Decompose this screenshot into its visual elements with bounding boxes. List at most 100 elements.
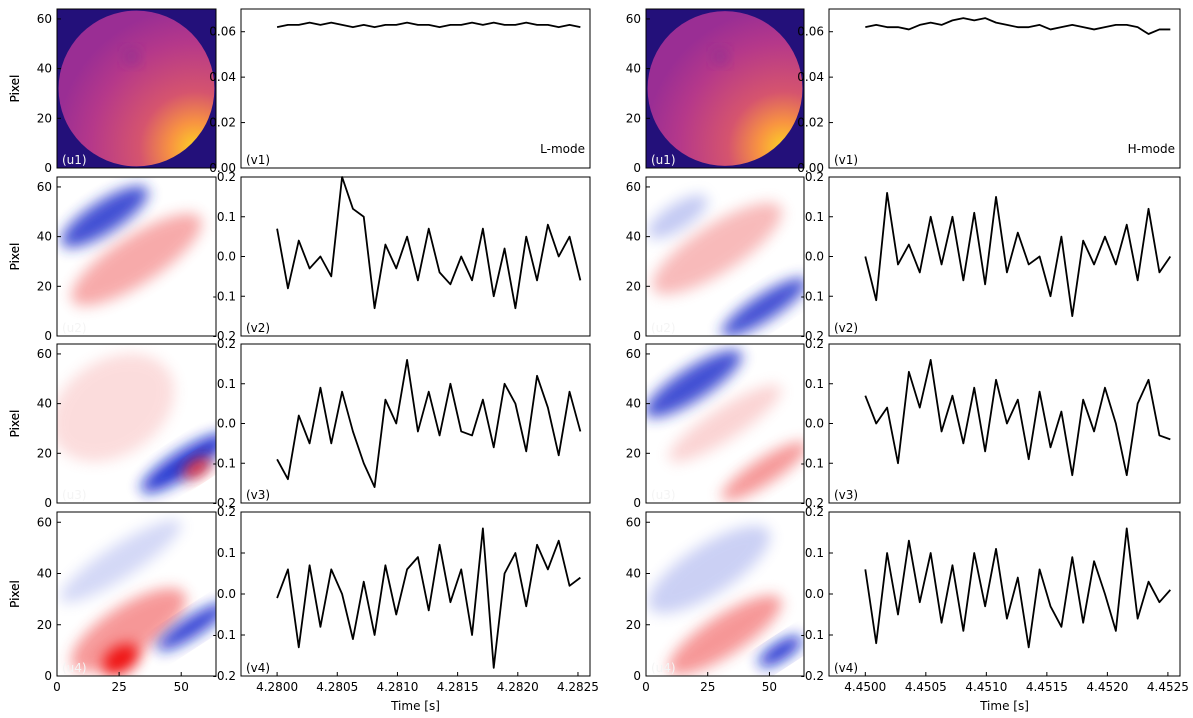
heatmap-blob <box>182 457 211 479</box>
panel: -0.2 -0.1 0.0 0.1 0.2 4.4500 4.4505 4.4510 4.451… <box>801 505 1189 713</box>
heatmap-blob <box>647 195 708 239</box>
y-tick-label: 0.0 <box>805 417 824 431</box>
y-tick-label: 0 <box>44 161 52 175</box>
y-tick-label: -0.1 <box>213 456 236 470</box>
heatmap-image <box>646 9 804 168</box>
axes-frame <box>56 176 217 337</box>
y-axis-label: Pixel <box>8 410 22 438</box>
heatmap-spot <box>124 49 139 64</box>
y-tick-label: 40 <box>37 230 52 244</box>
heatmap-image <box>646 177 804 336</box>
y-tick-label: 40 <box>626 397 641 411</box>
y-tick-label: 0 <box>44 496 52 510</box>
heatmap-blob <box>157 602 216 651</box>
y-axis-label: Pixel <box>8 580 22 608</box>
heatmap-image <box>57 9 216 168</box>
y-tick-label: 0.0 <box>217 250 236 264</box>
panel-label: (u3) <box>62 488 87 502</box>
y-tick-label: 20 <box>626 279 641 293</box>
y-axis-label: Pixel <box>8 580 22 608</box>
y-tick-label: -0.2 <box>801 669 824 683</box>
panel-label: (v1) <box>246 153 270 167</box>
y-axis-label: Pixel <box>8 243 22 271</box>
panel: 0.00 0.02 0.04 0.06 (v1) L-mode <box>209 8 591 175</box>
line-series <box>276 176 582 310</box>
heatmap-disk <box>58 10 215 167</box>
y-axis-label: Pixel <box>8 75 22 103</box>
heatmap-blob <box>61 185 149 248</box>
axes-frame <box>645 176 805 337</box>
panel-label: (u1) <box>651 153 676 167</box>
axes-frame <box>645 8 805 169</box>
line-series <box>864 359 1171 477</box>
panel: 0 20 40 60 Pixel (u1) <box>8 8 805 175</box>
y-tick-label: 0 <box>633 329 641 343</box>
y-tick-label: 40 <box>626 62 641 76</box>
y-tick-label: 20 <box>37 446 52 460</box>
axes-frame <box>645 343 805 504</box>
panel: 0.00 0.02 0.04 0.06 (v1) H-mode <box>797 8 1181 175</box>
y-tick-label: 0.0 <box>805 250 824 264</box>
x-tick-label: 25 <box>111 680 126 694</box>
panel-label: (v3) <box>246 488 270 502</box>
y-tick-label: 60 <box>37 180 52 194</box>
heatmap-image <box>57 512 216 676</box>
panel-label: (v4) <box>834 661 858 675</box>
y-tick-label: 40 <box>37 397 52 411</box>
axes-frame <box>56 343 217 504</box>
y-tick-label: 60 <box>626 515 641 529</box>
x-tick-label: 4.2810 <box>376 680 418 694</box>
y-tick-label: 60 <box>626 12 641 26</box>
panel-label: (u1) <box>62 153 87 167</box>
y-tick-label: 40 <box>37 567 52 581</box>
y-axis-label: Pixel <box>8 410 22 438</box>
y-tick-label: 0.02 <box>209 116 236 130</box>
y-tick-label: 20 <box>37 279 52 293</box>
y-tick-label: 0.2 <box>805 170 824 184</box>
y-tick-label: 60 <box>37 347 52 361</box>
y-tick-label: 60 <box>37 12 52 26</box>
x-tick-label: 50 <box>762 680 777 694</box>
y-axis-label: Pixel <box>8 75 22 103</box>
y-axis-label: Pixel <box>8 243 22 271</box>
panel: -0.2 -0.1 0.0 0.1 0.2 4.2800 4.2805 4.2810 4.281… <box>213 505 599 713</box>
heatmap-blob <box>648 525 771 614</box>
y-tick-label: 0.1 <box>805 210 824 224</box>
y-tick-label: 0 <box>44 669 52 683</box>
line-series <box>276 527 581 669</box>
axes-frame <box>240 343 591 504</box>
y-tick-label: 0.1 <box>217 546 236 560</box>
panel-label: (u4) <box>651 661 676 675</box>
y-tick-label: -0.1 <box>213 628 236 642</box>
y-tick-label: 0.0 <box>805 587 824 601</box>
x-tick-label: 4.4510 <box>965 680 1007 694</box>
y-tick-label: 0.00 <box>797 161 824 175</box>
axes-frame <box>645 511 805 677</box>
panel-label: (u4) <box>62 661 87 675</box>
y-tick-label: 0.00 <box>209 161 236 175</box>
heatmap-image <box>646 512 804 676</box>
y-tick-label: -0.1 <box>801 628 824 642</box>
y-tick-label: 20 <box>37 111 52 125</box>
y-tick-label: 20 <box>626 618 641 632</box>
panel: 0 20 40 60 Pixel (u2) <box>8 176 805 343</box>
line-series <box>864 527 1171 649</box>
y-tick-label: 0.04 <box>209 70 236 84</box>
panel-label: (u2) <box>651 321 676 335</box>
panel: 0 20 40 60 0 25 50 Pixel (u4) <box>8 511 805 694</box>
y-tick-label: 0.1 <box>805 377 824 391</box>
x-axis-label: Time [s] <box>390 699 440 713</box>
panel: -0.2 -0.1 0.0 0.1 0.2 (v3) <box>213 337 591 510</box>
mode-annotation: L-mode <box>540 142 585 156</box>
y-tick-label: -0.1 <box>801 456 824 470</box>
panel-label: (u3) <box>651 488 676 502</box>
heatmap-blob <box>101 643 140 676</box>
y-tick-label: 0.1 <box>217 210 236 224</box>
x-tick-label: 4.2815 <box>437 680 479 694</box>
heatmap-blob <box>70 588 187 672</box>
axes-frame <box>56 8 217 169</box>
y-tick-label: 0.1 <box>217 377 236 391</box>
heatmap-blob <box>140 433 216 493</box>
x-tick-label: 4.4525 <box>1147 680 1189 694</box>
